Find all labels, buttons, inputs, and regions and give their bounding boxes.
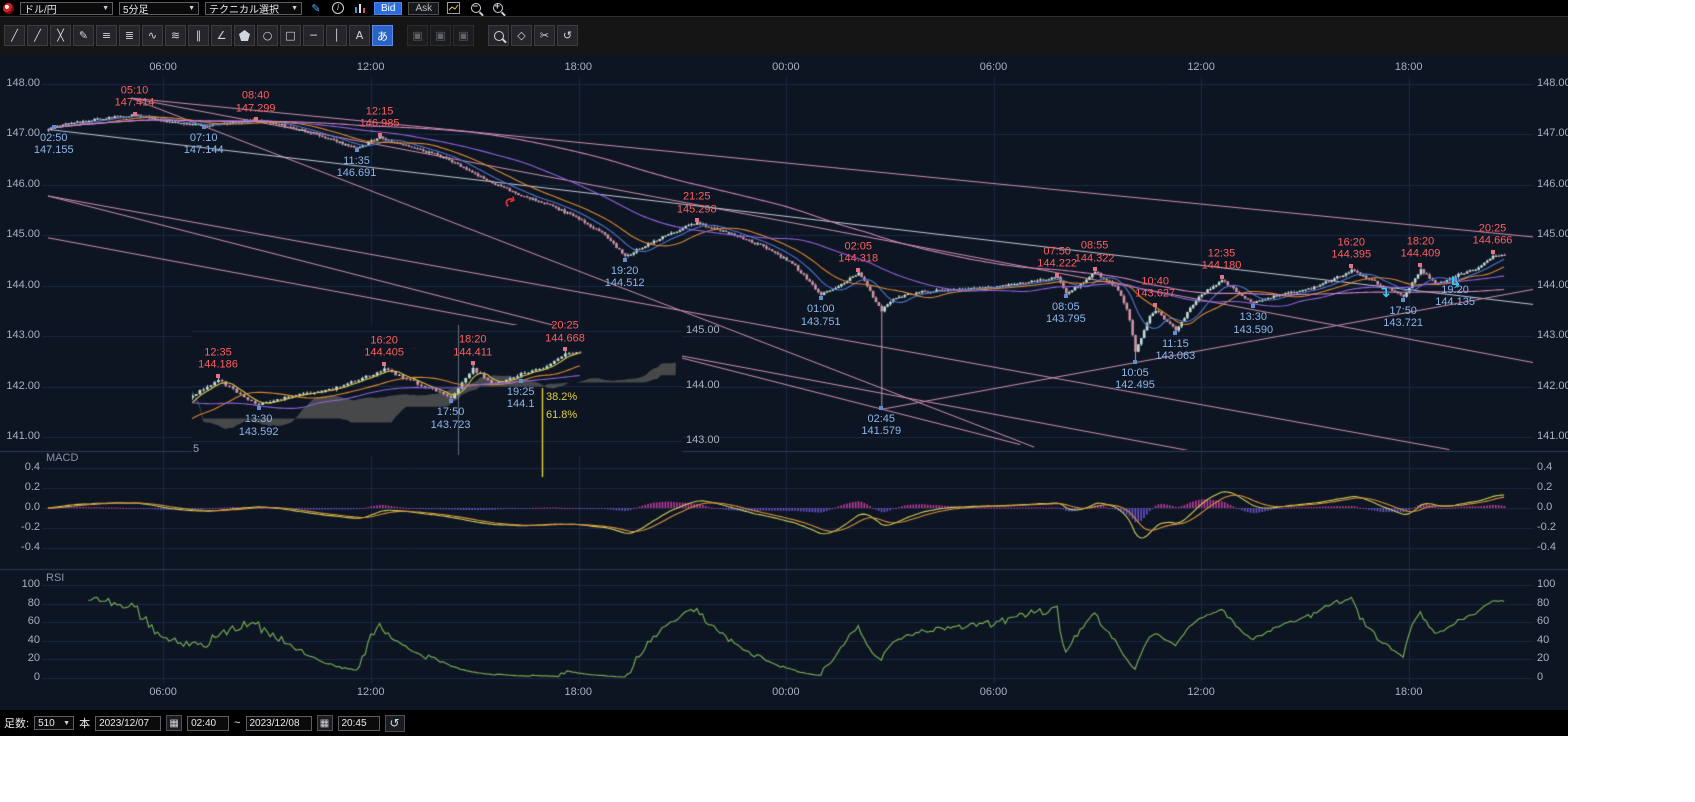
bid-button[interactable]: Bid xyxy=(374,1,403,15)
horizontal-line-tool[interactable]: ─ xyxy=(303,25,324,46)
pentagon-icon xyxy=(239,30,250,41)
arc-tool[interactable]: ∿ xyxy=(142,25,163,46)
print-chart-tool: ▣ xyxy=(453,25,474,46)
new-chart-button[interactable] xyxy=(445,1,462,15)
pentagon-tool[interactable] xyxy=(234,25,255,46)
save-image-tool: ▣ xyxy=(430,25,451,46)
currency-pair-value: ドル/円 xyxy=(24,4,57,16)
chevron-down-icon: ▼ xyxy=(188,4,195,12)
undo-icon: ↺ xyxy=(389,716,400,730)
clear-drawings-tool[interactable]: ↺ xyxy=(557,25,578,46)
zoom-out-button[interactable]: − xyxy=(468,1,484,15)
freehand-tool[interactable]: ✎ xyxy=(73,25,94,46)
magnifier-icon xyxy=(493,30,504,41)
date-from-input[interactable] xyxy=(95,715,162,731)
fibonacci-timezone-tool[interactable]: ∥ xyxy=(188,25,209,46)
rectangle-tool[interactable]: □ xyxy=(280,25,301,46)
eraser-tool[interactable]: ◇ xyxy=(511,25,532,46)
ray-line-tool[interactable]: ╱ xyxy=(27,25,48,46)
timeframe-value: 5分足 xyxy=(123,4,149,16)
fibonacci-retracement-tool[interactable]: ≋ xyxy=(165,25,186,46)
text-jp-tool[interactable]: あ xyxy=(372,25,393,46)
trendline-tool[interactable]: ╱ xyxy=(4,25,25,46)
bar-chart-icon xyxy=(355,4,365,13)
chart-type-button[interactable] xyxy=(352,1,368,15)
technical-value: テクニカル選択 xyxy=(209,4,279,16)
calendar-icon: ▦ xyxy=(169,717,179,729)
app-logo-icon xyxy=(3,2,14,14)
parallel-lines-tool[interactable]: ≣ xyxy=(119,25,140,46)
calendar-to-button[interactable]: ▦ xyxy=(316,715,333,731)
draw-mode-button[interactable]: ✎ xyxy=(308,1,324,15)
zoom-in-button[interactable]: + xyxy=(490,1,506,15)
zoom-select-tool[interactable] xyxy=(488,25,509,46)
bottom-toolbar: 足数: 510 ▼ 本 ▦ ~ ▦ ↺ xyxy=(0,710,1568,736)
top-toolbar: ドル/円 ▼ 5分足 ▼ テクニカル選択 ▼ ✎ i Bid Ask − + xyxy=(0,0,1568,16)
ellipse-tool[interactable]: ○ xyxy=(257,25,278,46)
bar-count-label: 足数: xyxy=(4,718,30,730)
horizontal-lines-tool[interactable]: ≡ xyxy=(96,25,117,46)
chevron-down-icon: ▼ xyxy=(102,4,109,12)
calendar-icon: ▦ xyxy=(319,717,330,729)
cut-tool[interactable]: ✂ xyxy=(534,25,555,46)
text-tool[interactable]: A xyxy=(349,25,370,46)
bar-count-value: 510 xyxy=(38,717,55,729)
zoom-in-icon: + xyxy=(493,1,504,13)
info-button[interactable]: i xyxy=(330,1,346,15)
pencil-icon: ✎ xyxy=(311,2,321,15)
currency-pair-select[interactable]: ドル/円 ▼ xyxy=(20,1,113,16)
zoom-out-icon: − xyxy=(471,1,482,13)
chart-canvas[interactable] xyxy=(0,55,1568,710)
reset-range-button[interactable]: ↺ xyxy=(384,714,405,732)
drawing-toolbar: ╱ ╱ ╳ ✎ ≡ ≣ ∿ ≋ ∥ ∠ ○ □ ─ │ A あ ▣ ▣ ▣ ◇ ✂ ↺ xyxy=(0,16,1568,55)
range-tilde: ~ xyxy=(234,717,241,729)
bar-count-select[interactable]: 510 ▼ xyxy=(34,716,75,730)
chevron-down-icon: ▼ xyxy=(291,4,298,12)
ask-button[interactable]: Ask xyxy=(408,1,440,15)
chevron-down-icon: ▼ xyxy=(63,719,71,727)
vertical-line-tool[interactable]: │ xyxy=(326,25,347,46)
copy-chart-tool: ▣ xyxy=(407,25,428,46)
time-to-input[interactable] xyxy=(337,715,380,731)
cross-line-tool[interactable]: ╳ xyxy=(50,25,71,46)
chart-area: MACD RSI 06:00 06:00 12:00 12:00 18:00 18:00 0… xyxy=(0,55,1568,710)
calendar-from-button[interactable]: ▦ xyxy=(166,715,183,731)
gann-fan-tool[interactable]: ∠ xyxy=(211,25,232,46)
timeframe-select[interactable]: 5分足 ▼ xyxy=(119,1,199,16)
mini-chart-icon xyxy=(447,2,461,14)
bar-unit-label: 本 xyxy=(79,718,91,730)
time-from-input[interactable] xyxy=(187,715,230,731)
date-to-input[interactable] xyxy=(245,715,312,731)
technical-select[interactable]: テクニカル選択 ▼ xyxy=(205,1,302,16)
info-icon: i xyxy=(332,2,344,14)
fx-chart-app: ドル/円 ▼ 5分足 ▼ テクニカル選択 ▼ ✎ i Bid Ask − + ╱… xyxy=(0,0,1568,736)
